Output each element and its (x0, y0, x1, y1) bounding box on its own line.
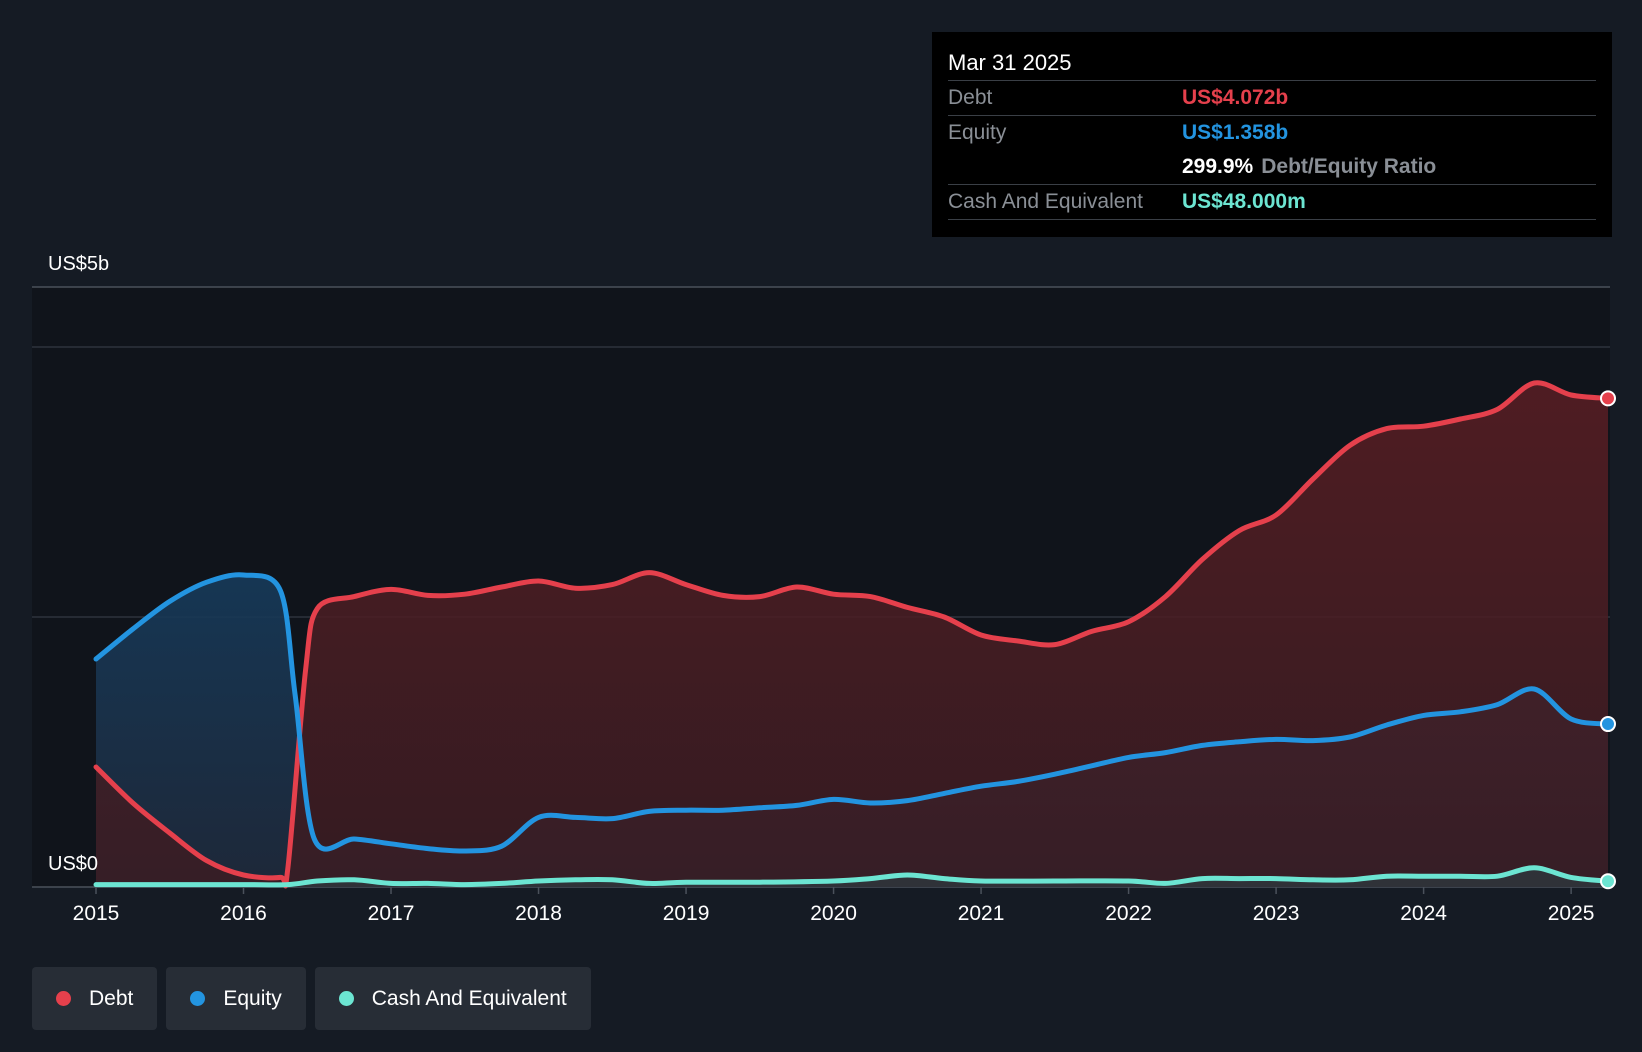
tooltip-equity-row: Equity US$1.358b (948, 116, 1596, 150)
equity-line (93, 572, 1611, 854)
x-tick-label-2023: 2023 (1253, 902, 1300, 925)
tooltip-ratio-value: 299.9% (1182, 155, 1254, 178)
cash-line (93, 865, 1611, 888)
y-axis-top-label: US$5b (48, 253, 109, 275)
x-tick-label-2024: 2024 (1400, 902, 1447, 925)
x-tick-label-2017: 2017 (368, 902, 415, 925)
legend-dot-equity (190, 991, 206, 1006)
tooltip-ratio-row: 299.9% Debt/Equity Ratio (948, 150, 1596, 185)
legend-label-debt: Debt (89, 986, 134, 1010)
tooltip-debt-value: US$4.072b (1182, 86, 1289, 109)
x-tick-label-2015: 2015 (73, 902, 120, 925)
y-axis-bottom-label: US$0 (48, 853, 98, 875)
debt-endpoint[interactable] (1600, 390, 1616, 407)
legend-item-debt[interactable]: Debt (32, 967, 158, 1030)
x-tick-label-2016: 2016 (220, 902, 267, 925)
debt-area (96, 382, 1608, 887)
tooltip-panel: Mar 31 2025 Debt US$4.072b Equity US$1.3… (932, 32, 1612, 237)
cash-area (96, 867, 1608, 887)
tooltip-date: Mar 31 2025 (948, 46, 1596, 81)
tooltip-debt-label: Debt (948, 86, 993, 109)
legend-item-cash[interactable]: Cash And Equivalent (314, 967, 591, 1030)
x-tick-label-2025: 2025 (1548, 902, 1595, 925)
legend-label-equity: Equity (223, 986, 282, 1010)
x-tick-label-2018: 2018 (515, 902, 562, 925)
legend-label-cash: Cash And Equivalent (371, 986, 567, 1010)
equity-endpoint[interactable] (1600, 716, 1616, 733)
tooltip-equity-value: US$1.358b (1182, 121, 1289, 144)
tooltip-cash-label: Cash And Equivalent (948, 190, 1143, 213)
debt-line (93, 380, 1611, 889)
x-tick-label-2021: 2021 (958, 902, 1005, 925)
tooltip-debt-row: Debt US$4.072b (948, 81, 1596, 116)
tooltip-cash-row: Cash And Equivalent US$48.000m (948, 185, 1596, 220)
x-tick-label-2022: 2022 (1105, 902, 1152, 925)
legend-dot-cash (338, 991, 354, 1006)
x-tick-label-2020: 2020 (810, 902, 857, 925)
chart-legend: Debt Equity Cash And Equivalent (32, 967, 591, 1030)
legend-dot-debt (56, 991, 71, 1006)
tooltip-ratio-label: Debt/Equity Ratio (1261, 155, 1437, 178)
legend-item-equity[interactable]: Equity (166, 967, 306, 1030)
x-tick-label-2019: 2019 (663, 902, 710, 925)
cash-endpoint[interactable] (1600, 873, 1616, 890)
tooltip-equity-label: Equity (948, 121, 1007, 144)
tooltip-cash-value: US$48.000m (1182, 190, 1306, 213)
